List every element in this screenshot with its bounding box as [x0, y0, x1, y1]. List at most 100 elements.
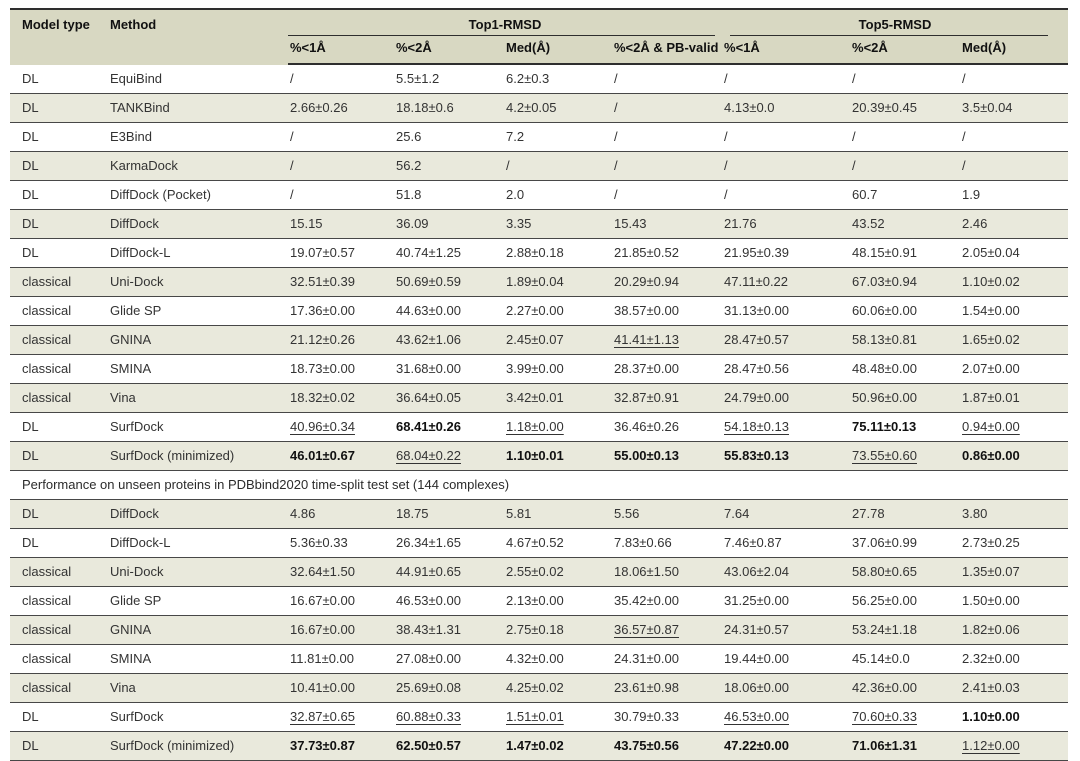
col-header-top1-pbvalid: %<2Å & PB-valid — [612, 36, 723, 65]
cell-method: DiffDock-L — [98, 239, 288, 268]
table-row: DL SurfDock (minimized) 46.01±0.67 68.04±0.… — [10, 442, 1069, 471]
cell-value: 47.11±0.22 — [722, 268, 851, 297]
cell-method: SurfDock (minimized) — [98, 442, 288, 471]
cell-value: 2.66±0.26 — [288, 94, 394, 123]
table-row: DL SurfDock (minimized) 37.73±0.87 62.50±0.… — [10, 732, 1069, 761]
cell-model-type: DL — [10, 152, 98, 181]
cell-value: 2.32±0.00 — [960, 645, 1069, 674]
cell-value: 44.91±0.65 — [394, 558, 504, 587]
cell-value: 16.67±0.00 — [288, 587, 394, 616]
cell-value: 36.46±0.26 — [612, 413, 723, 442]
cell-value: 11.81±0.00 — [288, 645, 394, 674]
cell-model-type: classical — [10, 355, 98, 384]
cell-value: 3.35 — [504, 210, 612, 239]
cell-method: DiffDock-L — [98, 529, 288, 558]
section-label: Performance on unseen proteins in PDBbin… — [10, 471, 1069, 500]
cell-value: 1.18±0.00 — [504, 413, 612, 442]
cell-value: 31.25±0.00 — [722, 587, 851, 616]
cell-value: / — [288, 65, 394, 94]
cell-value: 60.7 — [850, 181, 961, 210]
cell-value: 30.79±0.33 — [612, 703, 723, 732]
cell-value: 42.36±0.00 — [850, 674, 961, 703]
cell-value: 20.29±0.94 — [612, 268, 723, 297]
cell-value: 38.57±0.00 — [612, 297, 723, 326]
cell-value: 58.80±0.65 — [850, 558, 961, 587]
cell-value: 1.9 — [960, 181, 1069, 210]
cell-value: / — [612, 94, 723, 123]
cell-value: 55.83±0.13 — [722, 442, 851, 471]
cell-value: 1.87±0.01 — [960, 384, 1069, 413]
cell-value: / — [960, 123, 1069, 152]
cell-value: 36.64±0.05 — [394, 384, 504, 413]
table-row: DL DiffDock (Pocket)/51.8 2.0//60.7 1.9 — [10, 181, 1069, 210]
cell-value: 3.80 — [960, 500, 1069, 529]
cell-model-type: classical — [10, 268, 98, 297]
cell-value: / — [722, 123, 851, 152]
table-row: classical Uni-Dock 32.64±1.50 44.91±0.65 2.5… — [10, 558, 1069, 587]
cell-value: 20.39±0.45 — [850, 94, 961, 123]
cell-value: / — [612, 152, 723, 181]
cell-method: SurfDock (minimized) — [98, 732, 288, 761]
cell-model-type: DL — [10, 239, 98, 268]
cell-value: 26.34±1.65 — [394, 529, 504, 558]
cell-model-type: DL — [10, 123, 98, 152]
cell-value: 48.48±0.00 — [850, 355, 961, 384]
cell-value: 1.82±0.06 — [960, 616, 1069, 645]
col-header-top5-med: Med(Å) — [960, 36, 1069, 65]
cell-method: KarmaDock — [98, 152, 288, 181]
cell-method: DiffDock — [98, 500, 288, 529]
cell-model-type: DL — [10, 500, 98, 529]
cell-value: 7.46±0.87 — [722, 529, 851, 558]
cell-value: 1.51±0.01 — [504, 703, 612, 732]
cell-value: 31.13±0.00 — [722, 297, 851, 326]
cell-method: SurfDock — [98, 413, 288, 442]
cell-model-type: classical — [10, 645, 98, 674]
cell-value: 2.88±0.18 — [504, 239, 612, 268]
cell-model-type: DL — [10, 529, 98, 558]
cell-method: TANKBind — [98, 94, 288, 123]
cell-value: / — [850, 152, 961, 181]
section-divider-row: Performance on unseen proteins in PDBbin… — [10, 471, 1069, 500]
cell-method: Uni-Dock — [98, 268, 288, 297]
cell-value: 4.13±0.0 — [722, 94, 851, 123]
cell-value: 37.73±0.87 — [288, 732, 394, 761]
cell-value: 67.03±0.94 — [850, 268, 961, 297]
results-table: Model type Method Top1-RMSD Top5-RMSD %<… — [10, 10, 1069, 761]
cell-value: 2.45±0.07 — [504, 326, 612, 355]
cell-value: 2.0 — [504, 181, 612, 210]
cell-model-type: DL — [10, 732, 98, 761]
cell-method: SMINA — [98, 355, 288, 384]
cell-value: 31.68±0.00 — [394, 355, 504, 384]
table-row: classical Glide SP 17.36±0.00 44.63±0.00 2.2… — [10, 297, 1069, 326]
table-body: DL EquiBind/5.5±1.2 6.2±0.3// / / DL TANKBind 2… — [10, 65, 1069, 761]
cell-value: 15.15 — [288, 210, 394, 239]
cell-value: 18.32±0.02 — [288, 384, 394, 413]
cell-value: 5.36±0.33 — [288, 529, 394, 558]
col-header-top5-pct2a: %<2Å — [850, 36, 961, 65]
table-row: DL KarmaDock/56.2// / / / — [10, 152, 1069, 181]
cell-value: 58.13±0.81 — [850, 326, 961, 355]
cell-value: 1.89±0.04 — [504, 268, 612, 297]
col-group-top5-rmsd: Top5-RMSD — [722, 10, 1069, 36]
table-row: DL E3Bind/25.6 7.2// / / — [10, 123, 1069, 152]
cell-value: 21.12±0.26 — [288, 326, 394, 355]
cell-model-type: DL — [10, 703, 98, 732]
cell-model-type: classical — [10, 558, 98, 587]
table-header: Model type Method Top1-RMSD Top5-RMSD %<… — [10, 10, 1069, 65]
cell-value: 24.31±0.00 — [612, 645, 723, 674]
cell-value: 21.76 — [722, 210, 851, 239]
cell-value: 5.56 — [612, 500, 723, 529]
cell-method: Vina — [98, 674, 288, 703]
cell-value: 1.47±0.02 — [504, 732, 612, 761]
cell-value: 70.60±0.33 — [850, 703, 961, 732]
cell-value: 56.25±0.00 — [850, 587, 961, 616]
cell-value: 4.2±0.05 — [504, 94, 612, 123]
cell-value: 5.5±1.2 — [394, 65, 504, 94]
cell-method: SMINA — [98, 645, 288, 674]
cell-value: 43.62±1.06 — [394, 326, 504, 355]
cell-value: 40.96±0.34 — [288, 413, 394, 442]
cell-value: 56.2 — [394, 152, 504, 181]
cell-value: 44.63±0.00 — [394, 297, 504, 326]
cell-value: 48.15±0.91 — [850, 239, 961, 268]
cell-value: / — [288, 123, 394, 152]
